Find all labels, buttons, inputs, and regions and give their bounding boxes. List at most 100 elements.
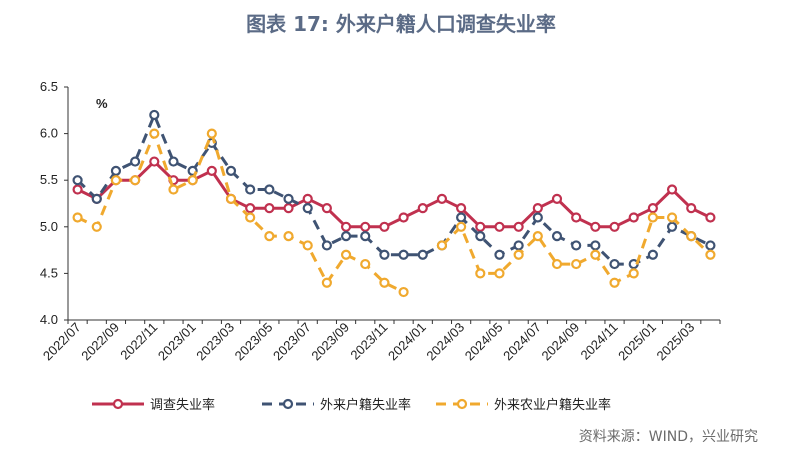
data-point (360, 231, 371, 242)
data-point (686, 203, 697, 214)
data-point (206, 128, 217, 139)
data-point (379, 221, 390, 232)
x-tick-label: 2024/09 (538, 320, 582, 364)
data-point (436, 240, 448, 251)
x-tick-label: 2023/03 (193, 320, 237, 364)
series-2 (72, 109, 716, 270)
data-point (91, 193, 102, 204)
data-point (590, 240, 601, 251)
data-point (456, 212, 467, 223)
data-point (475, 268, 486, 279)
data-point (609, 221, 620, 232)
y-tick-label: 4.5 (40, 265, 58, 280)
data-point (571, 212, 582, 223)
data-point (72, 212, 83, 223)
data-point (551, 193, 563, 204)
data-point (609, 258, 620, 270)
data-point (225, 193, 237, 204)
data-point (245, 203, 256, 214)
data-point (494, 268, 505, 279)
data-point (149, 156, 160, 167)
data-point (705, 249, 716, 260)
series-1 (72, 156, 716, 232)
chart-title: 图表 17: 外来户籍人口调查失业率 (246, 12, 556, 36)
data-point (379, 277, 390, 288)
data-point (283, 203, 294, 214)
data-point (187, 175, 198, 186)
y-tick-label: 4.0 (40, 312, 58, 327)
legend-label: 外来户籍失业率 (320, 397, 411, 413)
data-point (590, 221, 601, 232)
x-tick-label: 2023/09 (308, 320, 352, 364)
data-point (225, 165, 237, 176)
data-point (532, 231, 543, 242)
data-point (532, 212, 543, 223)
data-point (110, 165, 122, 176)
x-tick-label: 2023/05 (232, 320, 276, 364)
data-point (551, 231, 563, 242)
data-point (513, 240, 524, 251)
data-point (302, 193, 313, 204)
data-point (666, 212, 678, 223)
series-line (76, 113, 712, 266)
y-tick-label: 6.5 (40, 79, 58, 94)
data-point (705, 240, 716, 251)
x-tick-label: 2023/01 (155, 320, 199, 364)
data-point (494, 249, 505, 260)
x-tick-label: 2024/01 (385, 320, 429, 364)
data-point (91, 221, 102, 232)
data-point (379, 249, 390, 260)
data-point (283, 231, 294, 242)
data-point (686, 231, 697, 242)
data-point (321, 203, 332, 214)
x-tick-label: 2024/11 (577, 320, 620, 363)
legend-label: 调查失业率 (150, 397, 215, 413)
legend-item-3: 外来农业户籍失业率 (436, 397, 611, 413)
data-point (321, 240, 332, 251)
data-point (149, 109, 160, 121)
source-note: 资料来源：WIND，兴业研究 (578, 429, 758, 445)
data-point (72, 175, 83, 186)
data-point (302, 203, 313, 214)
data-point (130, 156, 141, 167)
legend-label: 外来农业户籍失业率 (494, 397, 611, 413)
x-tick-label: 2025/01 (615, 320, 659, 364)
data-point (264, 203, 275, 214)
data-point (340, 221, 352, 232)
data-point (398, 249, 409, 260)
data-point (72, 184, 83, 195)
data-point (417, 249, 428, 260)
x-tick-label: 2024/07 (500, 320, 544, 364)
y-tick-label: 5.5 (40, 172, 58, 187)
data-point (436, 193, 448, 204)
data-point (321, 277, 332, 288)
data-point (475, 231, 486, 242)
data-point (264, 184, 275, 195)
data-point (666, 184, 678, 195)
data-point (666, 221, 678, 232)
y-axis-label: % (96, 96, 108, 111)
x-tick-label: 2023/07 (270, 320, 314, 364)
data-point (705, 212, 716, 223)
data-point (590, 249, 601, 260)
series-line (76, 160, 712, 229)
data-point (168, 156, 179, 167)
data-point (245, 184, 256, 195)
data-point (206, 165, 217, 176)
data-point (647, 249, 658, 260)
data-point (647, 212, 658, 223)
data-point (571, 240, 582, 251)
legend-swatch-marker (112, 398, 124, 410)
data-point (456, 203, 467, 214)
data-point (417, 203, 428, 214)
data-point (360, 221, 371, 232)
data-point (340, 249, 352, 260)
legend-item-1: 调查失业率 (92, 397, 215, 413)
data-point (110, 175, 122, 186)
data-point (340, 231, 352, 242)
x-tick-label: 2024/03 (423, 320, 467, 364)
data-point (475, 221, 486, 232)
data-point (571, 258, 582, 270)
legend-swatch-marker (282, 398, 294, 410)
